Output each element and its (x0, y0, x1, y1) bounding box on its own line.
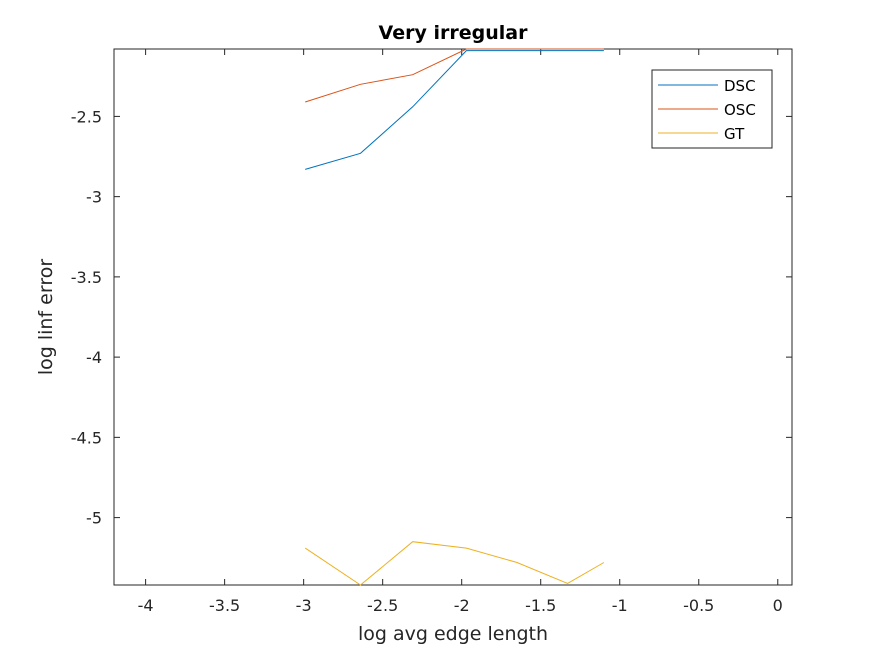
series-line-gt (304, 541, 605, 586)
legend: DSC OSC GT (651, 69, 773, 149)
y-tick-label: -3.5 (71, 268, 102, 287)
y-tick-label: -3 (86, 188, 102, 207)
chart-title: Very irregular (379, 22, 529, 44)
x-tick-label: -3 (296, 596, 312, 615)
y-axis-label: log linf error (35, 259, 57, 376)
x-tick-label: -1 (612, 596, 628, 615)
y-tick-label: -2.5 (71, 107, 102, 126)
series-lines (304, 48, 605, 586)
x-tick-label: -2.5 (367, 596, 398, 615)
x-tick-label: -0.5 (683, 596, 714, 615)
x-tick-label: -4 (138, 596, 154, 615)
series-line-osc (305, 48, 604, 103)
y-tick-label: -4.5 (71, 428, 102, 447)
series-line-dsc (305, 50, 604, 170)
legend-label-osc: OSC (724, 101, 756, 119)
y-axis-ticks: -2.5 -3 -3.5 -4 -4.5 -5 (71, 107, 792, 528)
x-tick-label: -2 (454, 596, 470, 615)
legend-label-dsc: DSC (724, 77, 756, 95)
x-axis-ticks: -4 -3.5 -3 -2.5 -2 -1.5 -1 -0.5 0 (138, 49, 783, 615)
x-tick-label: -3.5 (209, 596, 240, 615)
x-tick-label: 0 (773, 596, 783, 615)
x-tick-label: -1.5 (525, 596, 556, 615)
y-tick-label: -5 (86, 509, 102, 528)
y-tick-label: -4 (86, 348, 102, 367)
legend-label-gt: GT (724, 125, 745, 143)
x-axis-label: log avg edge length (358, 623, 548, 645)
